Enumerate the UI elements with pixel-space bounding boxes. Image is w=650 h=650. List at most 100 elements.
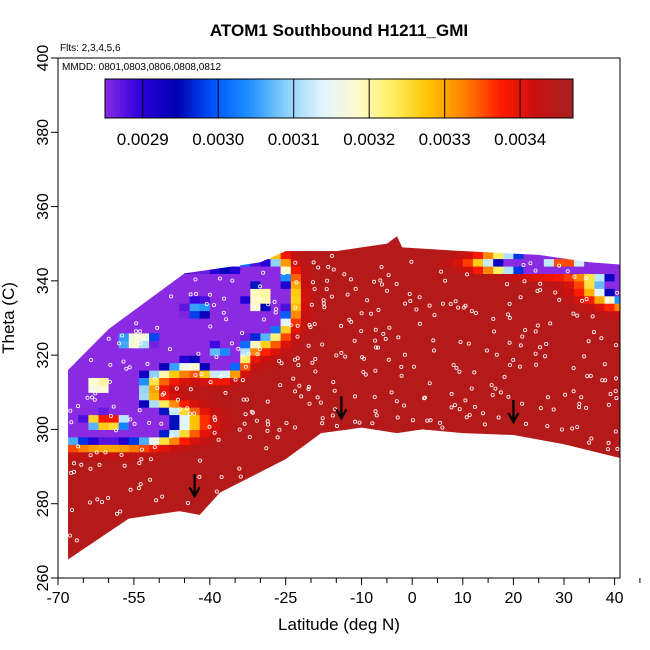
heatmap-cell [462, 555, 474, 560]
heatmap-cell [68, 318, 69, 326]
heatmap-cell [594, 266, 606, 274]
heatmap-cell [240, 392, 251, 401]
heatmap-cell [442, 466, 454, 475]
heatmap-cell [553, 511, 565, 520]
heatmap-cell [219, 273, 231, 282]
heatmap-cell [402, 474, 413, 482]
heatmap-cell [543, 340, 555, 349]
heatmap-cell [78, 459, 89, 468]
observation-point [353, 419, 358, 424]
colorbar-segment [405, 79, 409, 118]
observation-point [372, 279, 377, 284]
heatmap-cell [553, 488, 565, 497]
heatmap-cell [98, 288, 110, 297]
heatmap-cell [402, 355, 413, 364]
heatmap-cell [108, 295, 120, 304]
y-tick-label: 300 [35, 416, 52, 443]
heatmap-cell [553, 526, 565, 534]
heatmap-cell [98, 496, 110, 505]
heatmap-cell [300, 555, 312, 560]
observation-point [543, 354, 548, 359]
heatmap-cell [493, 481, 504, 490]
heatmap-cell [351, 474, 363, 482]
heatmap-cell [533, 533, 545, 542]
heatmap-cell [149, 273, 160, 282]
heatmap-cell [159, 377, 170, 386]
heatmap-cell [412, 429, 423, 438]
heatmap-cell [442, 422, 454, 430]
heatmap-cell [392, 288, 403, 297]
heatmap-cell [290, 266, 302, 274]
observation-point [538, 281, 543, 286]
heatmap-cell [584, 399, 595, 408]
heatmap-cell [311, 474, 322, 482]
heatmap-cell [260, 540, 272, 549]
heatmap-cell [230, 347, 241, 356]
heatmap-cell [169, 563, 180, 571]
observation-point [103, 450, 108, 455]
heatmap-cell [462, 511, 474, 520]
heatmap-cell [270, 362, 282, 371]
heatmap-cell [331, 332, 342, 341]
colorbar-segment [450, 79, 454, 118]
heatmap-cell [543, 436, 555, 445]
heatmap-cell [381, 399, 393, 408]
heatmap-cell [533, 370, 545, 378]
colorbar-segment [237, 79, 241, 118]
heatmap-cell [341, 511, 353, 520]
observation-point [106, 336, 111, 341]
heatmap-cell [392, 496, 403, 505]
observation-point [332, 388, 337, 393]
heatmap-cell [149, 318, 160, 326]
observation-point [313, 369, 318, 374]
heatmap-cell [493, 243, 504, 252]
heatmap-cell [68, 563, 79, 571]
heatmap-cell [604, 392, 616, 401]
heatmap-cell [523, 377, 535, 386]
heatmap-cell [88, 399, 100, 408]
heatmap-cell [381, 236, 393, 245]
heatmap-cell [280, 258, 292, 267]
heatmap-cell [543, 444, 555, 453]
heatmap-cell [533, 474, 545, 482]
heatmap-cell [240, 466, 251, 475]
heatmap-cell [574, 236, 585, 237]
heatmap-cell [564, 384, 575, 393]
heatmap-cell [290, 236, 302, 245]
heatmap-cell [189, 429, 201, 438]
observation-point [167, 347, 172, 352]
heatmap-cell [128, 384, 140, 393]
colorbar-segment [111, 79, 115, 118]
heatmap-cell [230, 280, 241, 289]
heatmap-cell [412, 310, 423, 319]
heatmap-cell [645, 251, 650, 259]
heatmap-cell [412, 384, 423, 393]
heatmap-cell [503, 325, 514, 334]
heatmap-cell [78, 362, 89, 371]
heatmap-cell [260, 496, 272, 505]
heatmap-cell [381, 518, 393, 527]
heatmap-cell [159, 370, 170, 378]
heatmap-cell [392, 236, 403, 245]
observation-point [88, 453, 93, 458]
observation-point [454, 365, 459, 370]
observation-point [320, 421, 325, 426]
heatmap-cell [98, 526, 110, 534]
heatmap-cell [169, 451, 180, 460]
heatmap-cell [290, 414, 302, 423]
heatmap-cell [483, 414, 494, 423]
heatmap-cell [300, 540, 312, 549]
heatmap-cell [179, 347, 191, 356]
heatmap-cell [392, 340, 403, 349]
heatmap-cell [149, 377, 160, 386]
heatmap-cell [108, 481, 120, 490]
heatmap-cell [219, 288, 231, 297]
x-tick-label: 40 [606, 590, 624, 607]
heatmap-cell [371, 347, 383, 356]
heatmap-cell [452, 518, 464, 527]
heatmap-cell [574, 377, 585, 386]
heatmap-cell [240, 548, 251, 557]
heatmap-cell [250, 236, 261, 237]
heatmap-cell [98, 243, 110, 252]
heatmap-cell [209, 533, 221, 542]
